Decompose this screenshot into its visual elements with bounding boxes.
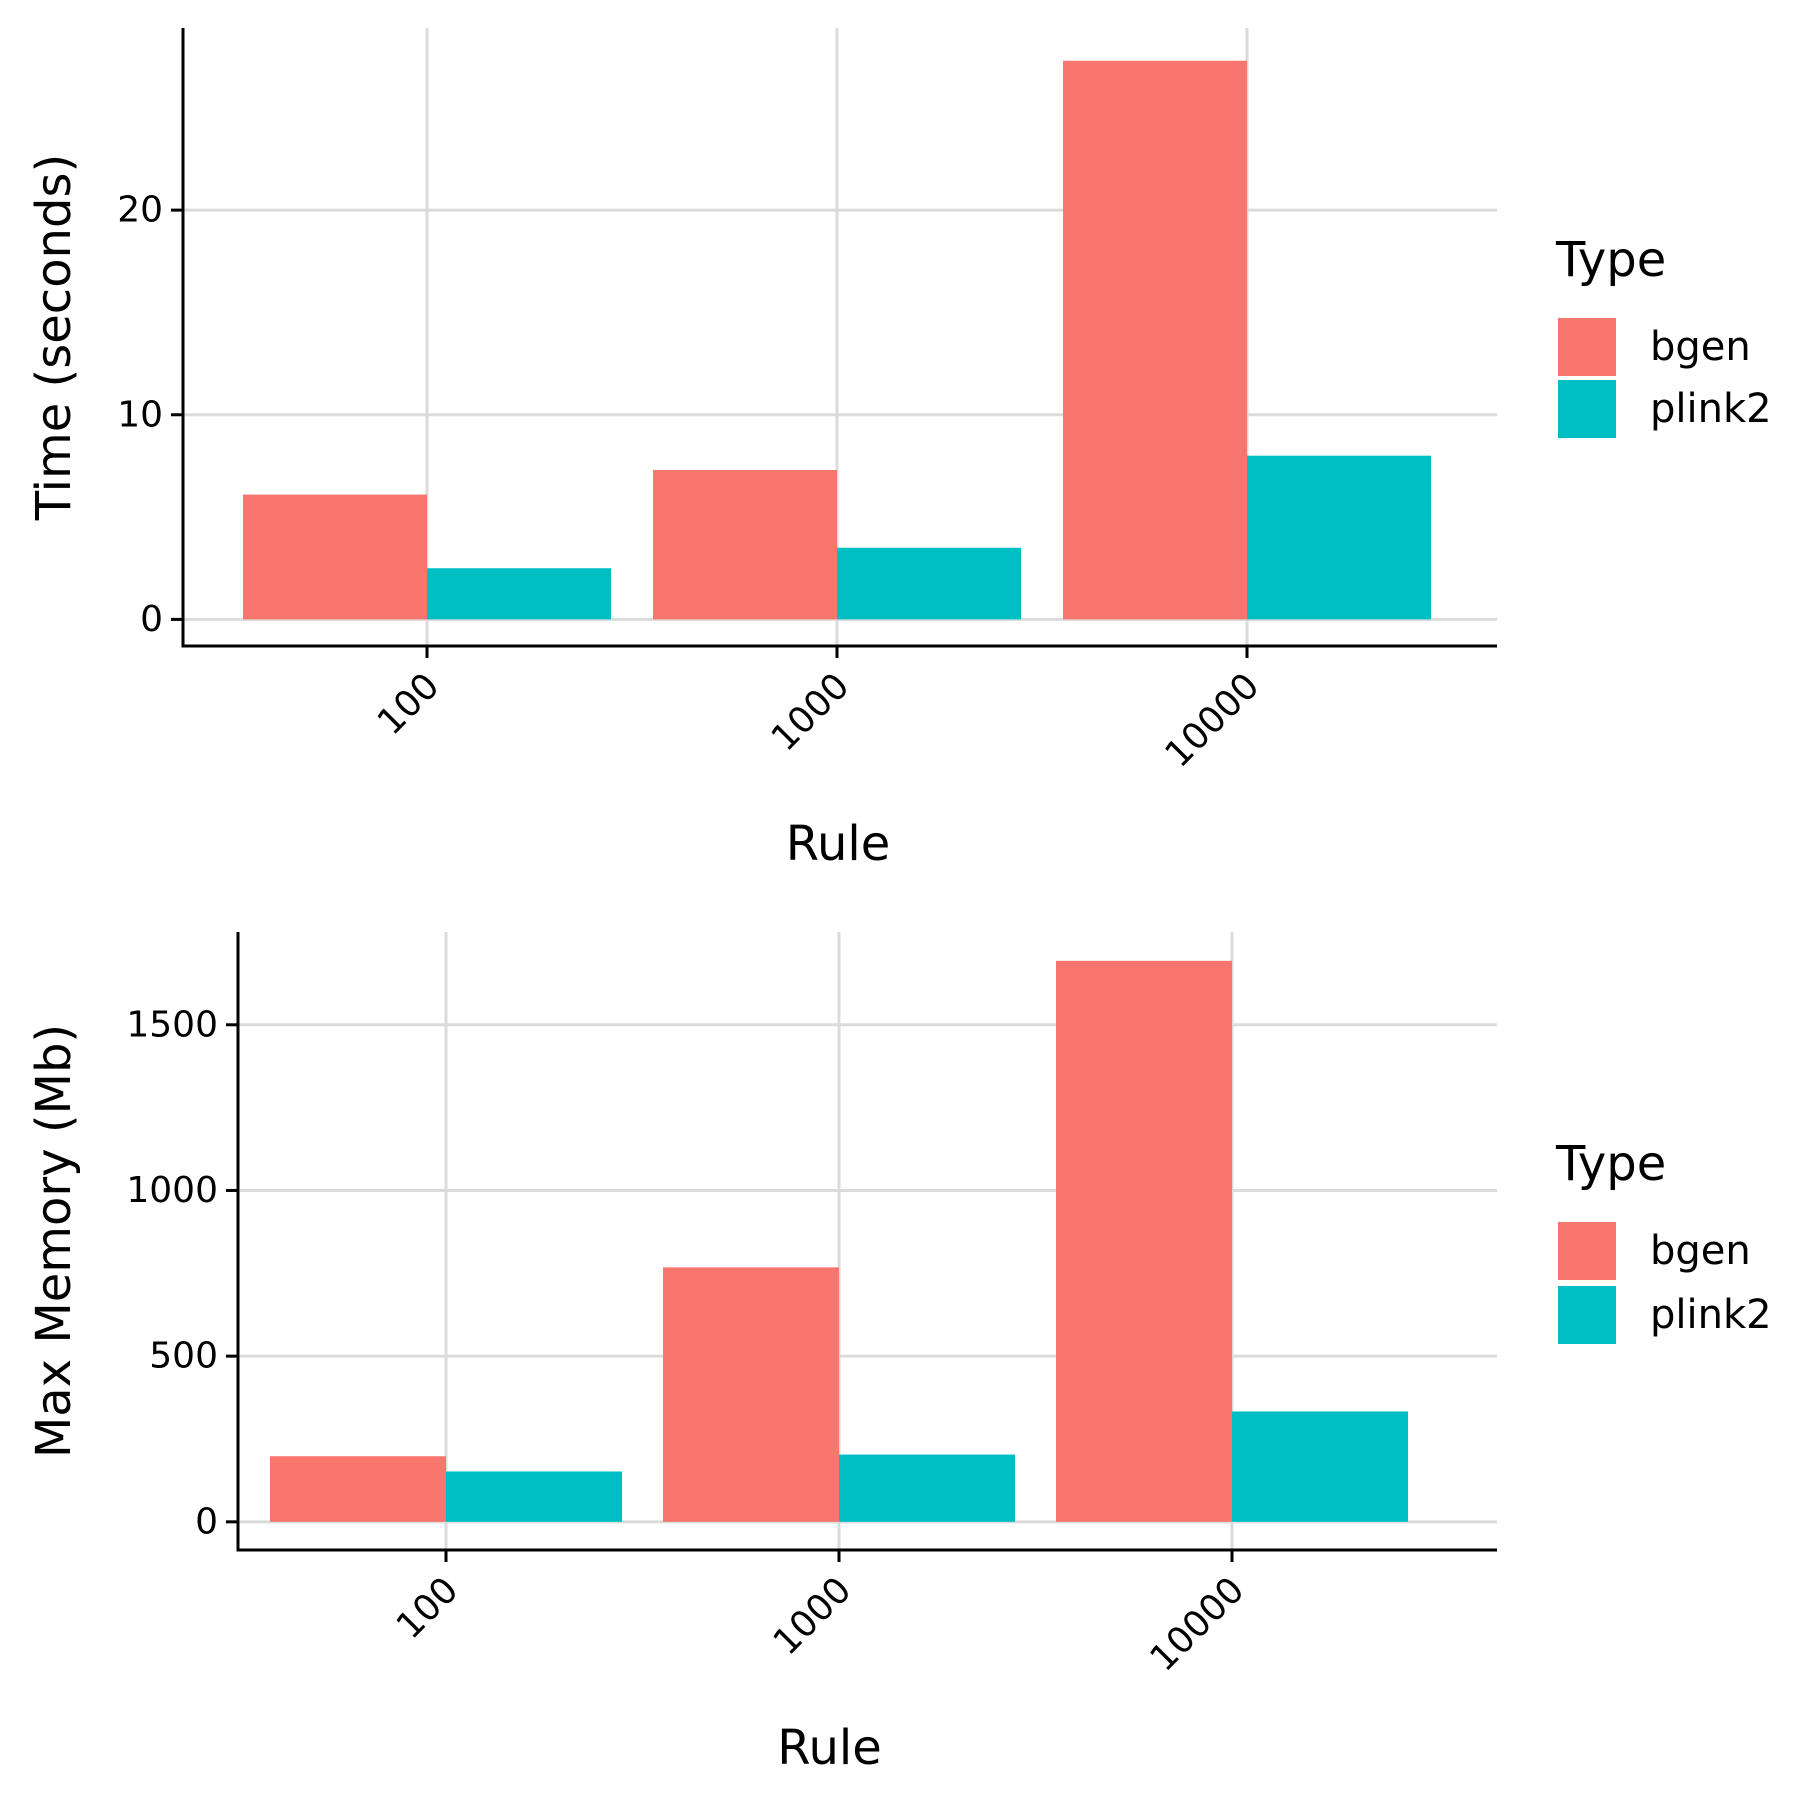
legend-item-bgen[interactable]: bgen [1558, 1222, 1751, 1280]
bar-plink2-10000[interactable] [1247, 455, 1431, 620]
legend-label: bgen [1650, 1228, 1751, 1274]
legend-label: plink2 [1650, 1292, 1772, 1338]
legend: Type bgen plink2 [1555, 1136, 1772, 1344]
legend-swatch [1558, 1286, 1616, 1344]
legend-title: Type [1555, 1136, 1666, 1192]
x-tick-label: 100 [370, 666, 448, 744]
y-tick-label: 0 [140, 599, 163, 640]
bar-bgen-100[interactable] [243, 494, 427, 620]
y-axis-title: Max Memory (Mb) [26, 1024, 82, 1458]
x-tick-label: 1000 [766, 1570, 860, 1664]
bar-plink2-100[interactable] [446, 1471, 622, 1522]
chart-panel-2: 0 500 1000 1500 100 1000 10000 Rule Max Memory (… [26, 932, 1772, 1776]
chart-panel-1: 0 10 20 100 1000 10000 Rule Time (seconds) Type b… [26, 28, 1772, 872]
bar-plink2-100[interactable] [427, 568, 611, 620]
bars [270, 960, 1408, 1522]
bar-bgen-10000[interactable] [1056, 960, 1232, 1522]
bar-bgen-1000[interactable] [663, 1267, 839, 1522]
x-tick-label: 1000 [764, 666, 858, 760]
y-tick-label: 10 [117, 394, 163, 435]
legend: Type bgen plink2 [1555, 232, 1772, 438]
bar-plink2-1000[interactable] [837, 547, 1021, 620]
y-tick-label: 0 [195, 1501, 218, 1542]
legend-swatch [1558, 1222, 1616, 1280]
y-tick-label: 1000 [126, 1170, 218, 1211]
legend-item-plink2[interactable]: plink2 [1558, 1286, 1772, 1344]
bar-plink2-1000[interactable] [839, 1454, 1015, 1522]
bar-bgen-1000[interactable] [653, 470, 837, 620]
x-tick-label: 100 [389, 1570, 467, 1648]
bar-plink2-10000[interactable] [1232, 1411, 1408, 1522]
x-axis-title: Rule [786, 816, 890, 872]
legend-item-plink2[interactable]: plink2 [1558, 380, 1772, 438]
y-tick-label: 500 [149, 1336, 218, 1377]
legend-label: bgen [1650, 324, 1751, 370]
x-tick-label: 10000 [1143, 1570, 1253, 1680]
bar-bgen-10000[interactable] [1063, 60, 1247, 620]
y-axis-title: Time (seconds) [26, 154, 82, 521]
y-tick-label: 20 [117, 190, 163, 231]
x-tick-label: 10000 [1158, 666, 1268, 776]
legend-label: plink2 [1650, 386, 1772, 432]
legend-item-bgen[interactable]: bgen [1558, 318, 1751, 376]
y-tick-label: 1500 [126, 1004, 218, 1045]
legend-title: Type [1555, 232, 1666, 288]
legend-swatch [1558, 380, 1616, 438]
bar-bgen-100[interactable] [270, 1456, 446, 1522]
legend-swatch [1558, 318, 1616, 376]
x-axis-title: Rule [777, 1720, 881, 1776]
bars [243, 60, 1431, 620]
